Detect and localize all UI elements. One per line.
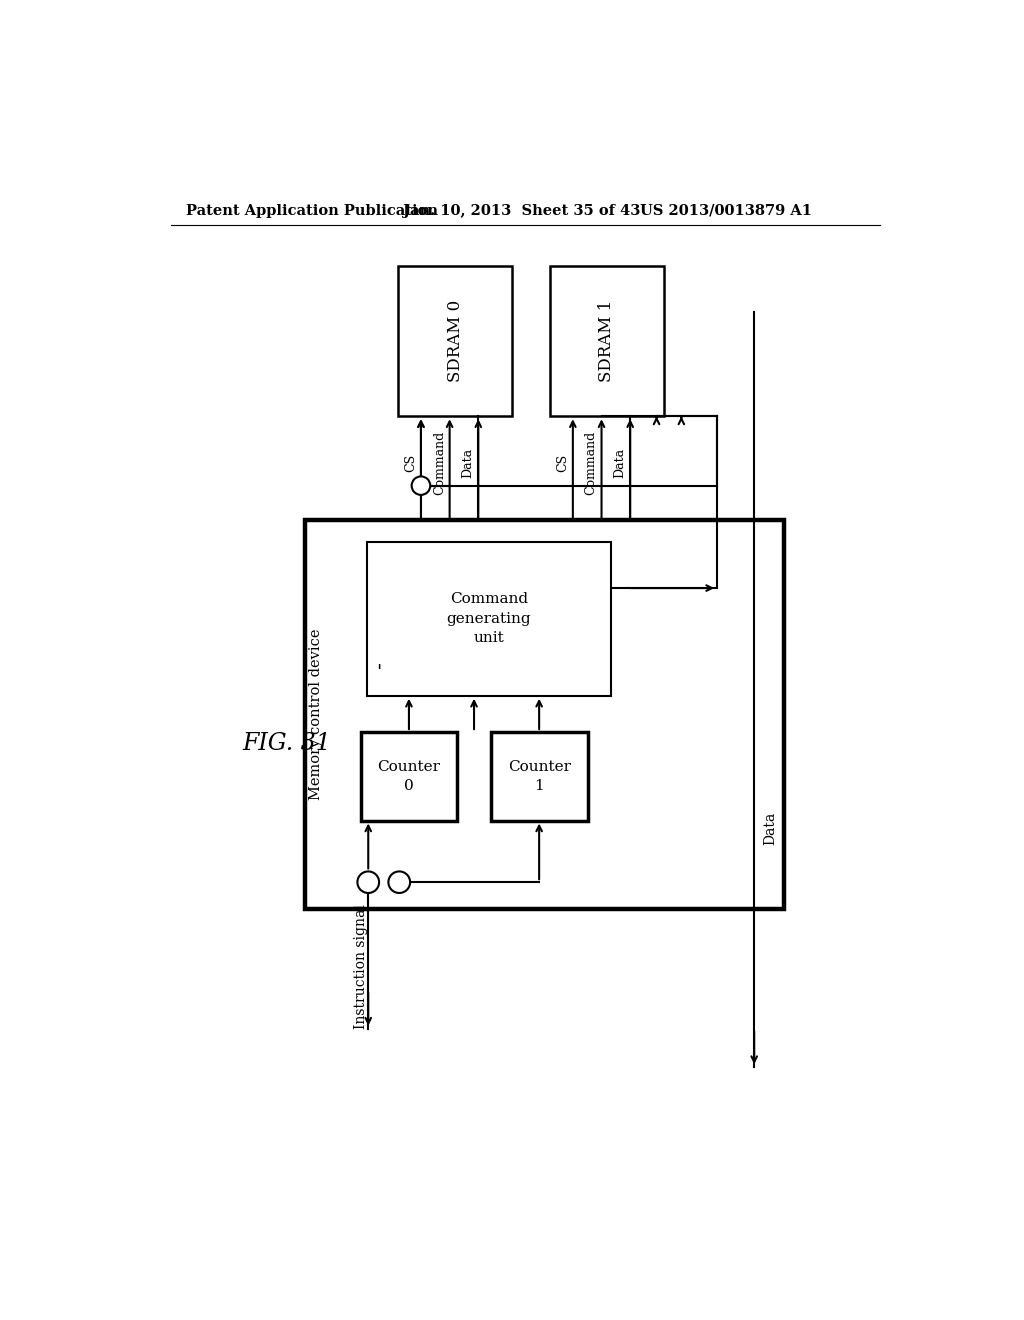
Text: CS: CS <box>404 454 417 471</box>
Text: Data: Data <box>613 447 627 478</box>
Text: ': ' <box>376 664 381 681</box>
Text: CS: CS <box>556 454 569 471</box>
Circle shape <box>412 477 430 495</box>
Text: Memory control device: Memory control device <box>309 628 324 800</box>
Text: SDRAM 1: SDRAM 1 <box>598 300 615 383</box>
Bar <box>360 733 458 821</box>
Bar <box>397 267 512 416</box>
Text: Instruction signal: Instruction signal <box>353 904 368 1030</box>
Text: Command
generating
unit: Command generating unit <box>446 593 531 645</box>
Bar <box>550 267 665 416</box>
Text: SDRAM 0: SDRAM 0 <box>446 300 464 383</box>
Text: Counter
0: Counter 0 <box>378 759 440 793</box>
Bar <box>367 543 611 696</box>
Text: US 2013/0013879 A1: US 2013/0013879 A1 <box>640 203 811 218</box>
Text: Command: Command <box>585 430 598 495</box>
Text: Data: Data <box>462 447 474 478</box>
Text: Patent Application Publication: Patent Application Publication <box>186 203 438 218</box>
Text: Jan. 10, 2013  Sheet 35 of 43: Jan. 10, 2013 Sheet 35 of 43 <box>403 203 640 218</box>
Text: Data: Data <box>764 812 777 845</box>
Circle shape <box>357 871 379 892</box>
Bar <box>305 520 783 909</box>
Text: Command: Command <box>433 430 445 495</box>
Text: FIG. 31: FIG. 31 <box>243 733 332 755</box>
Text: Counter
1: Counter 1 <box>508 759 570 793</box>
Bar <box>490 733 588 821</box>
Circle shape <box>388 871 410 892</box>
